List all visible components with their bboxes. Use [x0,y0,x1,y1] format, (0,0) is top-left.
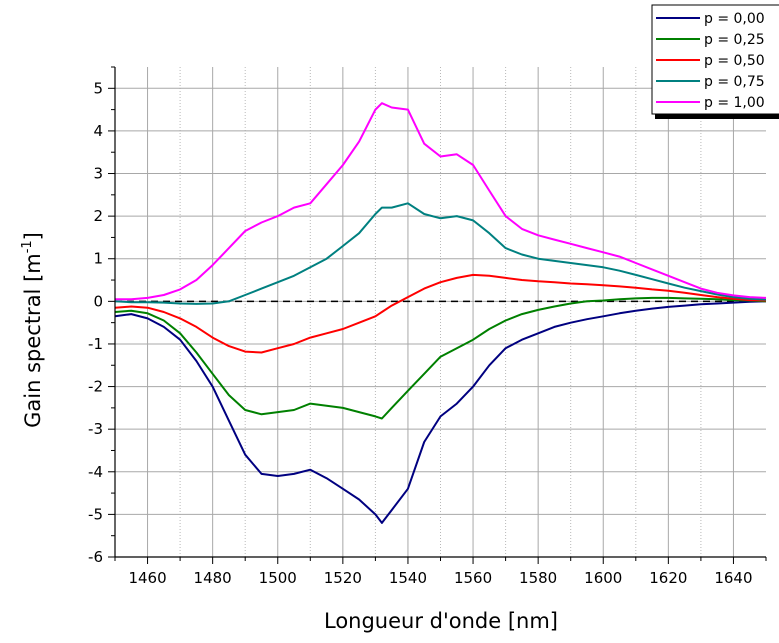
series-line-0 [114,300,767,524]
y-tick-label: -6 [88,548,103,566]
legend-shadow [655,112,779,119]
y-tick-label: -2 [88,378,103,396]
y-axis-label-main: Gain spectral [m [21,253,45,428]
ticks-layer: 1460 1480 1500 1520 1540 1560 1580 1600 1620 1640… [88,66,767,587]
legend-label: p = 0,25 [704,32,765,48]
series-line-2 [114,273,767,354]
x-tick-label: 1640 [714,569,752,587]
x-tick-label: 1600 [584,569,622,587]
x-axis-label: Longueur d'onde [nm] [324,609,558,633]
x-tick-label: 1560 [454,569,492,587]
series-line-1 [114,296,767,420]
y-tick-label: 3 [93,165,103,183]
x-tick-label: 1620 [649,569,687,587]
x-tick-label: 1500 [259,569,297,587]
legend-label: p = 0,75 [704,74,765,90]
y-tick-label: -3 [88,420,103,438]
y-tick-label: 2 [93,207,103,225]
grid-layer [115,67,766,557]
y-tick-label: -5 [88,505,103,523]
legend-label: p = 0,00 [704,11,765,27]
y-axis-label: Gain spectral [m-1] [20,232,45,428]
series-line-3 [114,202,767,305]
x-tick-label: 1460 [128,569,166,587]
x-tick-label: 1540 [389,569,427,587]
legend-label: p = 1,00 [704,95,765,111]
y-axis-label-end: ] [21,232,45,240]
x-tick-label: 1480 [194,569,232,587]
y-tick-label: 0 [93,292,103,310]
y-tick-label: 4 [93,122,103,140]
y-tick-label: 5 [93,79,103,97]
series-layer [114,102,767,524]
y-tick-label: 1 [93,250,103,268]
y-tick-label: -1 [88,335,103,353]
legend: p = 0,00 p = 0,25 p = 0,50 p = 0,75 p = 1,00 [651,4,779,119]
x-tick-label: 1520 [324,569,362,587]
series-line-4 [115,102,767,301]
legend-label: p = 0,50 [704,53,765,69]
y-tick-label: -4 [88,463,103,481]
y-axis-label-sup: -1 [20,240,35,253]
x-tick-label: 1580 [519,569,557,587]
